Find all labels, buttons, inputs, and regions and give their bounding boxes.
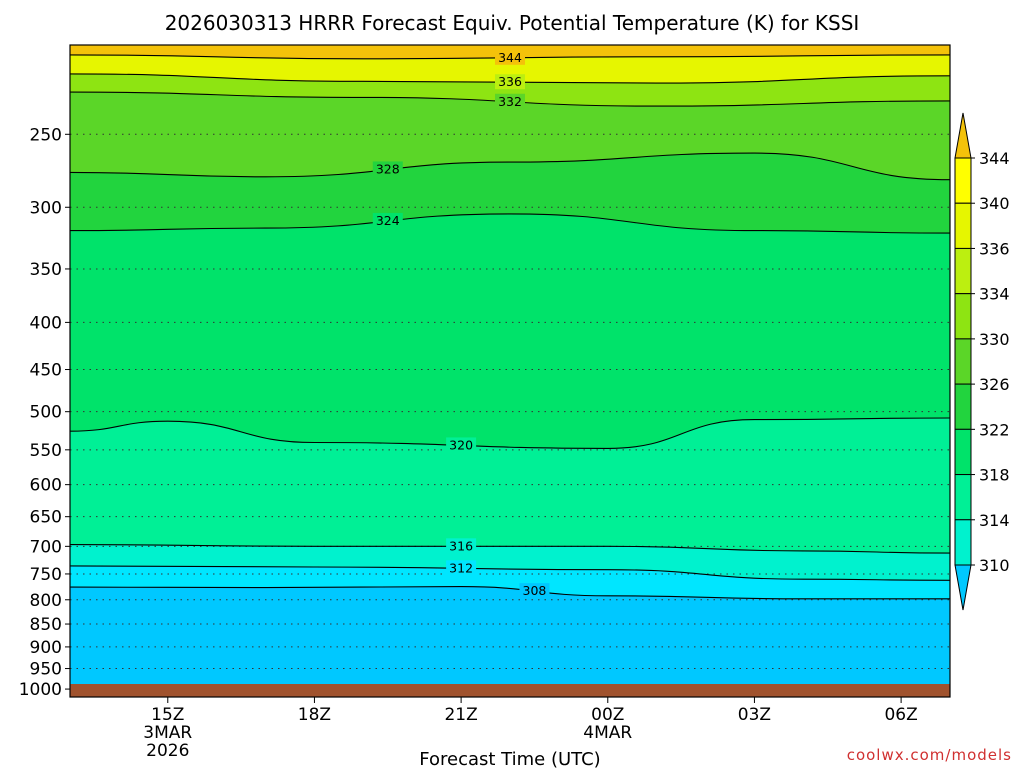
colorbar-segment-330 [954, 338, 972, 385]
band-320 [70, 418, 950, 554]
colorbar-label-334: 334 [979, 285, 1010, 304]
colorbar-segment-322 [954, 428, 972, 476]
y-tick-label-650: 650 [30, 508, 62, 528]
contour-label-328: 328 [376, 161, 400, 176]
contour-324 [70, 213, 950, 234]
colorbar-label-330: 330 [979, 330, 1010, 349]
colorbar: 344 340 336 334 330 326 322 318 314 310 [954, 112, 1010, 611]
y-tick-label-700: 700 [30, 537, 62, 557]
x-tick-label-06Z: 06Z [884, 705, 917, 725]
colorbar-label-322: 322 [979, 420, 1010, 439]
contour-label-bg-332 [495, 93, 525, 109]
y-tick-label-800: 800 [30, 591, 62, 611]
colorbar-label-318: 318 [979, 466, 1010, 485]
colorbar-label-310: 310 [979, 556, 1010, 575]
contour-label-bg-312 [446, 560, 477, 576]
colorbar-segment-318 [954, 474, 972, 521]
y-tick-label-600: 600 [30, 476, 62, 496]
y-tick-label-350: 350 [30, 260, 62, 280]
colorbar-label-314: 314 [979, 511, 1010, 530]
contour-label-312: 312 [449, 560, 473, 575]
colorbar-segment-340 [954, 202, 972, 249]
y-tick-label-1000: 1000 [19, 680, 62, 700]
band-336 [70, 73, 950, 107]
band-312 [70, 565, 950, 599]
contour-label-bg-336 [495, 74, 525, 90]
y-tick-label-300: 300 [30, 198, 62, 218]
contour-label-bg-344 [495, 49, 525, 65]
band-328 [70, 153, 950, 234]
credit-text: coolwx.com/models [847, 746, 1012, 764]
y-tick-label-250: 250 [30, 125, 62, 145]
contour-label-308: 308 [523, 583, 547, 598]
y-tick-label-450: 450 [30, 361, 62, 381]
colorbar-label-344: 344 [979, 149, 1010, 168]
y-tick-label-950: 950 [30, 660, 62, 680]
y-tick-label-750: 750 [30, 565, 62, 585]
contour-label-316: 316 [449, 538, 473, 553]
colorbar-label-326: 326 [979, 375, 1010, 394]
contour-312 [70, 565, 950, 581]
x-axis-title: Forecast Time (UTC) [419, 749, 600, 768]
contour-label-bg-324 [372, 212, 403, 228]
y-tick-label-400: 400 [30, 313, 62, 333]
band-316 [70, 544, 950, 581]
colorbar-label-340: 340 [979, 194, 1010, 213]
color-bands [70, 45, 950, 697]
ground-surface [70, 684, 950, 697]
colorbar-segment-336 [954, 247, 972, 295]
x-tick-label-03Z: 03Z [738, 705, 771, 725]
contour-label-344: 344 [498, 50, 522, 65]
contour-label-bg-316 [446, 538, 477, 554]
colorbar-label-336: 336 [979, 239, 1010, 258]
contour-320 [70, 417, 950, 449]
colorbar-segment-334 [954, 293, 972, 340]
band-308 [70, 586, 950, 697]
plot-area: 344 336 332 328 324 320 316 312 308 [70, 45, 950, 697]
band-344 [70, 54, 950, 84]
x-tick-label-18Z: 18Z [298, 705, 331, 725]
contour-lines: 344 336 332 328 324 320 316 312 308 [70, 49, 950, 600]
band-324 [70, 213, 950, 449]
colorbar-segment-314 [954, 519, 972, 566]
band-332 [70, 92, 950, 180]
contour-label-324: 324 [376, 213, 400, 228]
contour-316 [70, 544, 950, 554]
x-tick-year-15Z: 2026 [146, 741, 189, 761]
x-tick-label-00Z: 00Z [591, 705, 624, 725]
colorbar-extend-low [954, 564, 972, 611]
colorbar-extend-high [954, 112, 972, 159]
y-tick-label-850: 850 [30, 615, 62, 635]
x-tick-date-00Z: 4MAR [583, 723, 632, 743]
chart-title: 2026030313 HRRR Forecast Equiv. Potentia… [165, 11, 860, 35]
contour-label-332: 332 [498, 94, 522, 109]
contour-label-bg-308 [519, 583, 550, 599]
x-tick-label-21Z: 21Z [444, 705, 477, 725]
x-tick-label-15Z: 15Z [151, 705, 184, 725]
y-tick-label-900: 900 [30, 638, 62, 658]
colorbar-segment-344 [954, 157, 972, 204]
contour-label-320: 320 [449, 437, 473, 452]
x-tick-date-15Z: 3MAR [143, 723, 192, 743]
contour-label-336: 336 [498, 74, 522, 89]
plot-frame [69, 44, 951, 698]
y-tick-label-550: 550 [30, 441, 62, 461]
colorbar-segment-326 [954, 383, 972, 430]
contour-label-bg-320 [446, 437, 477, 453]
y-tick-label-500: 500 [30, 403, 62, 423]
contour-label-bg-328 [372, 161, 403, 177]
y-axis: 250 300 350 400 450 500 550 600 650 700 750 800 850 9… [19, 125, 70, 700]
contour-328 [70, 152, 950, 181]
